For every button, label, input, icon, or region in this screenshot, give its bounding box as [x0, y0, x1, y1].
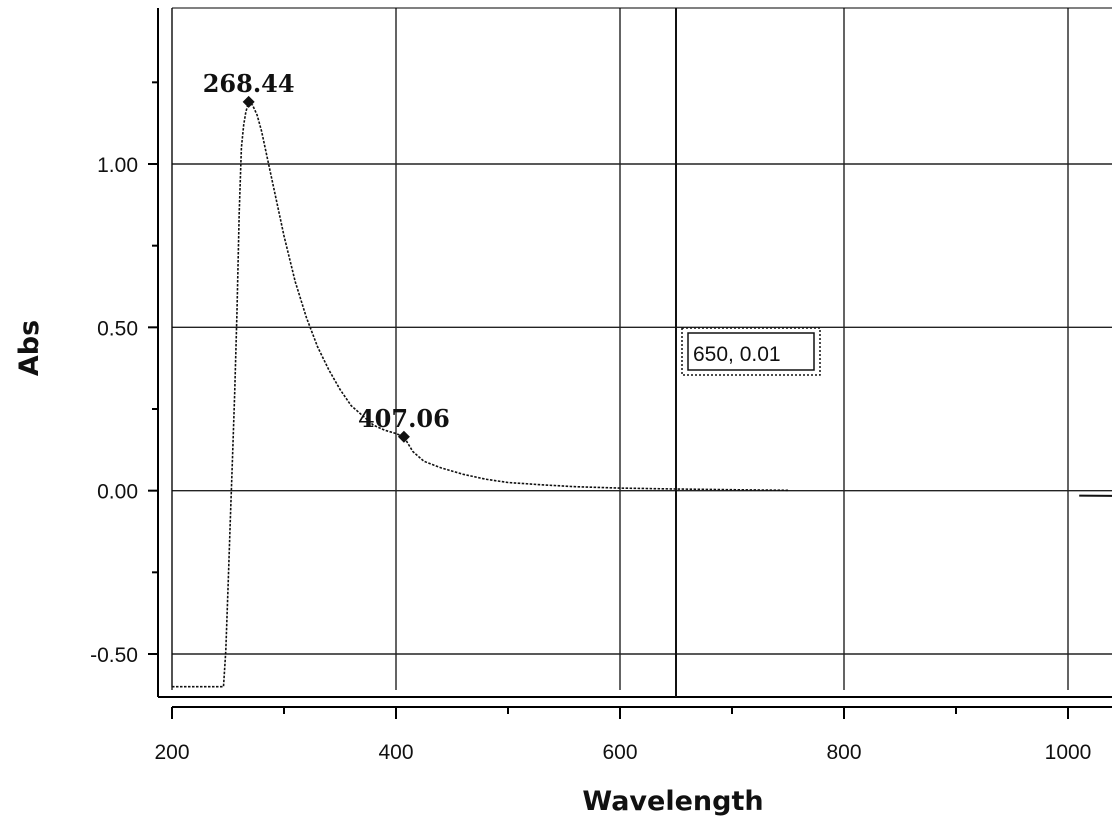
peak-label: 407.06 [358, 404, 450, 433]
tick-marks [148, 81, 1069, 719]
spectrum-line [172, 100, 789, 688]
series [172, 100, 1112, 688]
peak-marker [242, 95, 255, 108]
y-tick-label: 1.00 [97, 154, 138, 177]
cursor-readout-box [687, 332, 815, 371]
axes [157, 7, 1112, 708]
peak-label: 268.44 [203, 69, 295, 98]
y-tick-label: -0.50 [90, 644, 138, 667]
y-axis-title: Abs [14, 320, 45, 376]
spectrum-line [1079, 494, 1112, 497]
annotations: 268.44 407.06 [203, 69, 450, 443]
y-tick-label: 0.00 [97, 481, 138, 504]
y-tick-label: 0.50 [97, 317, 138, 340]
x-tick-label: 600 [602, 741, 637, 764]
peak-marker [397, 430, 410, 443]
cursor: 650, 0.01 [675, 8, 821, 697]
cursor-readout: 650, 0.01 [693, 343, 781, 366]
x-tick-label: 200 [154, 741, 189, 764]
x-tick-label: 400 [378, 741, 413, 764]
grid [171, 8, 1112, 690]
x-tick-label: 1000 [1045, 741, 1092, 764]
x-tick-label: 800 [826, 741, 861, 764]
x-axis-title: Wavelength [582, 786, 763, 817]
tick-labels: 200 400 600 800 1000 -0.50 0.00 0.50 1.00 [90, 154, 1091, 764]
